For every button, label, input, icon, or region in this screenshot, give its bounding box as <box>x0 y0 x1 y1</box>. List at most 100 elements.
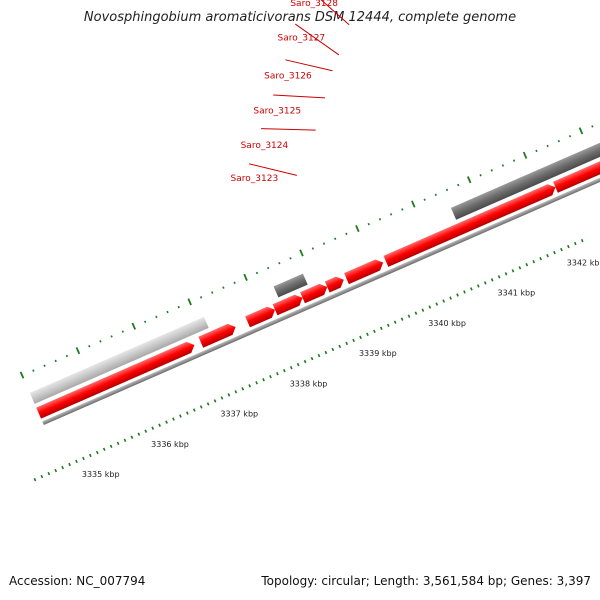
gene-arrow-saro-3130[interactable] <box>553 157 600 193</box>
inner-tick <box>338 344 342 349</box>
gene-arrow-saro-3127b[interactable] <box>324 274 346 293</box>
outer-tick <box>445 188 449 192</box>
outer-tick <box>19 371 25 379</box>
inner-tick <box>483 281 487 285</box>
inner-tick <box>449 296 452 300</box>
scale-label: 3337 kbp <box>220 410 258 419</box>
scale-label: 3339 kbp <box>359 349 397 358</box>
scale-label: 3336 kbp <box>151 440 189 449</box>
inner-tick <box>435 302 439 306</box>
inner-tick <box>262 378 265 382</box>
outer-tick <box>501 164 505 167</box>
inner-tick <box>33 477 37 482</box>
gene-label[interactable]: Saro_3127 <box>278 33 326 43</box>
gene-block-saro-3126[interactable] <box>273 273 308 298</box>
outer-tick <box>535 149 538 153</box>
inner-tick <box>539 256 542 261</box>
outer-tick <box>65 354 69 358</box>
gene-label[interactable]: Saro_3123 <box>231 174 279 184</box>
outer-tick <box>466 176 472 184</box>
inner-tick <box>442 299 446 303</box>
inner-tick <box>102 447 106 452</box>
gene-arrow-saro-3126-arrow[interactable] <box>272 292 305 316</box>
inner-tick <box>227 393 231 397</box>
inner-tick <box>158 423 161 427</box>
inner-tick <box>456 293 459 297</box>
gene-arrow-saro-3129[interactable] <box>383 182 558 267</box>
gene-label[interactable]: Saro_3126 <box>264 71 312 81</box>
outer-tick <box>378 217 382 221</box>
inner-tick <box>567 244 570 249</box>
outer-tick <box>389 213 393 216</box>
inner-tick <box>407 314 411 318</box>
outer-tick <box>546 144 549 148</box>
forward-genes <box>36 157 600 419</box>
outer-tick <box>512 159 516 162</box>
gene-label[interactable]: Saro_3124 <box>241 141 289 151</box>
inner-tick <box>504 272 508 276</box>
gene-arrow-saro-3124[interactable] <box>198 322 238 348</box>
outer-tick <box>43 364 46 367</box>
outer-tick-row <box>19 125 594 379</box>
inner-tick <box>255 381 258 385</box>
inner-tick <box>428 305 432 309</box>
inner-tick <box>40 474 44 479</box>
inner-tick <box>476 284 480 288</box>
inner-tick <box>109 444 113 449</box>
gene-label[interactable]: Saro_3128 <box>290 0 338 9</box>
inner-tick <box>317 353 321 358</box>
outer-tick <box>121 330 124 333</box>
inner-tick <box>359 335 362 340</box>
inner-tick <box>116 441 120 446</box>
outer-tick <box>144 320 147 324</box>
inner-tick <box>47 471 51 476</box>
inner-tick <box>511 269 515 273</box>
gene-arrow-saro-3125[interactable] <box>245 304 277 328</box>
outer-tick <box>299 249 304 257</box>
outer-tick <box>199 296 203 299</box>
gene-block-saro-3129[interactable] <box>450 106 600 220</box>
outer-tick <box>367 222 370 226</box>
inner-tick <box>400 317 404 321</box>
outer-tick <box>490 169 493 172</box>
inner-tick <box>199 405 203 409</box>
inner-tick <box>206 402 210 406</box>
outer-tick <box>110 335 113 338</box>
inner-tick <box>241 387 245 391</box>
outer-tick <box>345 232 348 236</box>
gene-arrow-saro-3128[interactable] <box>344 257 385 285</box>
outer-tick <box>289 257 292 260</box>
outer-tick <box>311 247 314 250</box>
outer-tick <box>222 286 225 289</box>
gene-labels: Saro_3123 Saro_3124 Saro_3125 Saro_3126 Saro… <box>231 0 339 184</box>
outer-tick <box>568 134 572 138</box>
gene-arrow-saro-3127[interactable] <box>300 281 330 304</box>
inner-tick <box>331 347 335 352</box>
outer-tick <box>255 271 259 275</box>
track-frame: 3335 kbp 3336 kbp 3337 kbp 3338 kbp 3339 kbp… <box>19 0 600 482</box>
inner-tick <box>553 250 556 255</box>
genome-stats-text: Topology: circular; Length: 3,561,584 bp… <box>261 574 591 588</box>
outer-tick <box>177 305 180 309</box>
genome-backbone <box>42 113 600 426</box>
inner-tick-row: 3335 kbp 3336 kbp 3337 kbp 3338 kbp 3339 kbp… <box>33 238 600 482</box>
leader-line <box>285 59 333 72</box>
inner-tick <box>151 426 155 430</box>
inner-tick <box>379 326 383 330</box>
leader-line <box>295 23 340 56</box>
inner-tick <box>421 308 425 312</box>
gene-arrow-left-partial[interactable] <box>36 340 197 419</box>
inner-tick <box>82 456 85 461</box>
outer-tick <box>434 193 437 197</box>
inner-tick <box>470 287 473 291</box>
outer-tick <box>591 125 594 128</box>
inner-tick <box>525 263 529 267</box>
leader-line <box>261 128 316 131</box>
leader-line <box>248 163 297 176</box>
inner-tick <box>532 260 536 264</box>
gene-label[interactable]: Saro_3125 <box>253 106 301 116</box>
inner-tick <box>179 414 182 418</box>
scale-label: 3341 kbp <box>498 289 536 298</box>
inner-tick <box>580 238 584 243</box>
